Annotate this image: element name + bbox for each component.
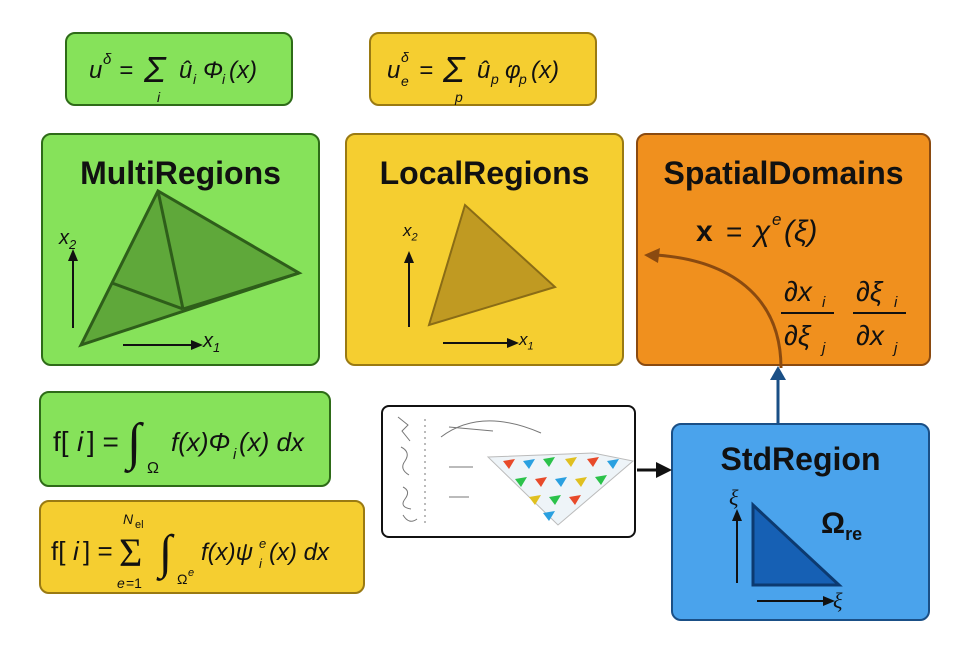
svg-text:e: e — [401, 73, 409, 89]
svg-text:e: e — [772, 210, 781, 229]
svg-text:φ: φ — [505, 57, 521, 84]
svg-text:i: i — [822, 294, 826, 311]
localregions-box: LocalRegions x2 x1 — [345, 133, 624, 366]
spatialdomains-title: SpatialDomains — [663, 155, 904, 191]
svg-text:i: i — [73, 536, 80, 566]
local-expansion-box: u δ e = Σ p û p φ p (x) — [369, 32, 597, 106]
sketch-thumbnail — [381, 405, 636, 538]
svg-text:x: x — [696, 215, 713, 248]
stdregion-element — [732, 501, 843, 606]
svg-text:∂ξ: ∂ξ — [784, 320, 812, 351]
svg-text:(x) dx: (x) dx — [239, 427, 305, 457]
svg-text:e: e — [259, 536, 266, 551]
svg-text:∂x: ∂x — [856, 320, 885, 351]
svg-text:∫: ∫ — [156, 526, 175, 581]
global-integral-formula: f[ i ] = ∫ Ω f(x)Φ i (x) dx — [53, 414, 305, 477]
svg-text:i: i — [193, 71, 197, 87]
multiregions-mesh — [68, 188, 303, 350]
global-integral-box: f[ i ] = ∫ Ω f(x)Φ i (x) dx — [39, 391, 331, 487]
multiregions-x1-label: x1 — [203, 330, 221, 355]
svg-text:j: j — [820, 340, 826, 357]
svg-text:el: el — [135, 519, 144, 531]
jacobian-formula: ∂x i ∂ξ j ∂ξ i ∂x j — [781, 276, 906, 357]
localregions-x1-label: x1 — [519, 330, 534, 353]
svg-text:u: u — [387, 57, 400, 84]
svg-text:Ω: Ω — [147, 460, 159, 477]
local-integral-formula: f[ i ] = Σ N el e =1 ∫ Ω e f(x)ψ e i (x)… — [51, 511, 330, 591]
stdregion-xi-horizontal: ξ — [833, 588, 843, 613]
global-expansion-formula: u δ = Σ i û i Φ i (x) — [89, 49, 257, 105]
svg-text:f(x)Φ: f(x)Φ — [171, 427, 230, 457]
svg-text:Σ: Σ — [119, 530, 142, 575]
svg-text:e: e — [117, 575, 125, 591]
svg-text:δ: δ — [103, 51, 112, 68]
svg-text:f(x)ψ: f(x)ψ — [201, 539, 253, 566]
std-to-spatial-arrow — [770, 366, 786, 423]
multiregions-title: MultiRegions — [80, 155, 281, 191]
svg-text:Σ: Σ — [442, 49, 466, 90]
svg-text:(x): (x) — [229, 57, 257, 84]
stdregion-xi-vertical: ξ — [729, 485, 739, 510]
svg-text:p: p — [490, 71, 499, 87]
svg-text:∂ξ: ∂ξ — [856, 276, 884, 307]
svg-text:N: N — [123, 511, 134, 527]
svg-text:f[: f[ — [53, 426, 69, 457]
svg-text:(x) dx: (x) dx — [269, 539, 330, 566]
svg-text:û: û — [179, 57, 192, 84]
svg-text:] =: ] = — [83, 536, 113, 566]
localregions-title: LocalRegions — [379, 155, 590, 191]
svg-text:p: p — [454, 89, 463, 105]
svg-text:∫: ∫ — [124, 414, 144, 473]
stdregion-title: StdRegion — [720, 441, 881, 477]
spatialdomains-content: x = χ e (ξ) ∂x i ∂ξ j ∂ξ i ∂x j — [644, 210, 906, 369]
svg-text:j: j — [892, 340, 898, 357]
thumbnail-to-std-arrow — [637, 462, 672, 478]
localregions-element — [404, 203, 557, 348]
svg-text:δ: δ — [401, 49, 409, 65]
svg-text:û: û — [477, 57, 490, 84]
svg-text:i: i — [233, 446, 237, 463]
svg-text:∂x: ∂x — [784, 276, 813, 307]
spatialdomains-box: SpatialDomains x = χ e (ξ) ∂x i ∂ξ j ∂ξ … — [636, 133, 931, 369]
svg-text:i: i — [77, 426, 84, 457]
global-expansion-box: u δ = Σ i û i Φ i (x) — [65, 32, 293, 106]
svg-text:f[: f[ — [51, 536, 66, 566]
svg-text:χ: χ — [751, 215, 771, 248]
svg-text:u: u — [89, 57, 102, 84]
multiregions-x2-label: x2 — [59, 227, 77, 252]
local-expansion-formula: u δ e = Σ p û p φ p (x) — [387, 49, 559, 105]
multiregions-box: MultiRegions x2 x1 — [41, 133, 320, 366]
svg-text:Ω: Ω — [177, 571, 187, 587]
svg-text:e: e — [188, 567, 194, 579]
svg-text:i: i — [894, 294, 898, 311]
mapping-formula: x = χ e (ξ) — [696, 210, 817, 248]
svg-text:i: i — [259, 556, 263, 571]
omega-reference-label: Ωre — [821, 507, 863, 544]
localregions-x2-label: x2 — [403, 221, 418, 244]
sketch-drawing — [397, 416, 635, 527]
svg-text:i: i — [222, 71, 226, 87]
svg-text:=: = — [419, 57, 433, 84]
svg-text:p: p — [518, 71, 527, 87]
svg-text:] =: ] = — [87, 426, 119, 457]
svg-text:Σ: Σ — [143, 49, 167, 90]
stdregion-box: StdRegion ξ ξ Ωre — [671, 423, 930, 621]
svg-text:(x): (x) — [531, 57, 559, 84]
svg-text:=: = — [726, 216, 742, 247]
svg-text:i: i — [157, 89, 161, 105]
svg-text:(ξ): (ξ) — [784, 215, 817, 248]
svg-text:Φ: Φ — [203, 57, 223, 84]
svg-text:=: = — [119, 57, 133, 84]
local-integral-box: f[ i ] = Σ N el e =1 ∫ Ω e f(x)ψ e i (x)… — [39, 500, 365, 594]
svg-text:=1: =1 — [126, 575, 142, 591]
